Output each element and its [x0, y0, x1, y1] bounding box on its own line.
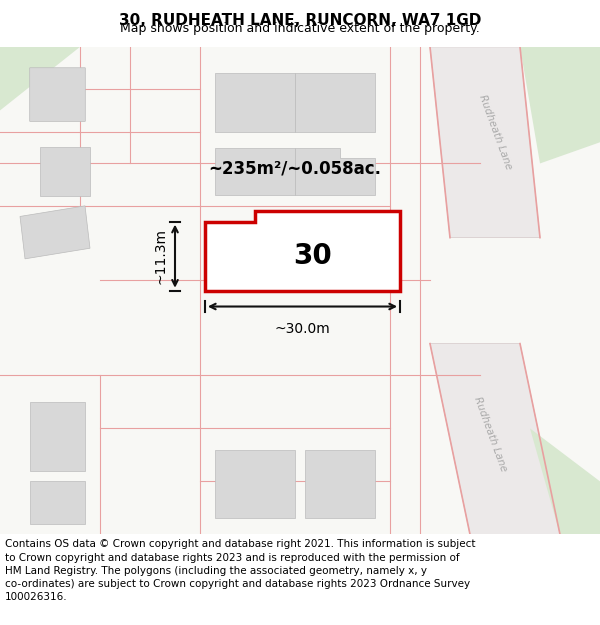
Bar [215, 73, 295, 132]
Text: ~30.0m: ~30.0m [275, 322, 331, 336]
Polygon shape [430, 344, 560, 534]
Polygon shape [490, 47, 600, 164]
Text: ~235m²/~0.058ac.: ~235m²/~0.058ac. [209, 160, 382, 177]
Text: ~11.3m: ~11.3m [153, 228, 167, 284]
Polygon shape [530, 428, 600, 534]
Text: Rudheath Lane: Rudheath Lane [472, 395, 508, 472]
Bar [215, 148, 295, 195]
Text: 30, RUDHEATH LANE, RUNCORN, WA7 1GD: 30, RUDHEATH LANE, RUNCORN, WA7 1GD [119, 13, 481, 28]
Polygon shape [205, 211, 400, 291]
Text: Contains OS data © Crown copyright and database right 2021. This information is : Contains OS data © Crown copyright and d… [5, 539, 476, 602]
Bar [30, 481, 85, 524]
Bar [295, 73, 375, 132]
Polygon shape [430, 47, 540, 238]
Polygon shape [0, 47, 80, 111]
FancyBboxPatch shape [40, 148, 91, 196]
Polygon shape [20, 206, 90, 259]
Text: Map shows position and indicative extent of the property.: Map shows position and indicative extent… [120, 22, 480, 35]
Text: Rudheath Lane: Rudheath Lane [477, 93, 513, 171]
Bar [215, 449, 295, 519]
Text: 30: 30 [293, 242, 332, 270]
FancyBboxPatch shape [30, 68, 85, 121]
Bar [305, 449, 375, 519]
Bar [30, 402, 85, 471]
Polygon shape [295, 148, 375, 195]
